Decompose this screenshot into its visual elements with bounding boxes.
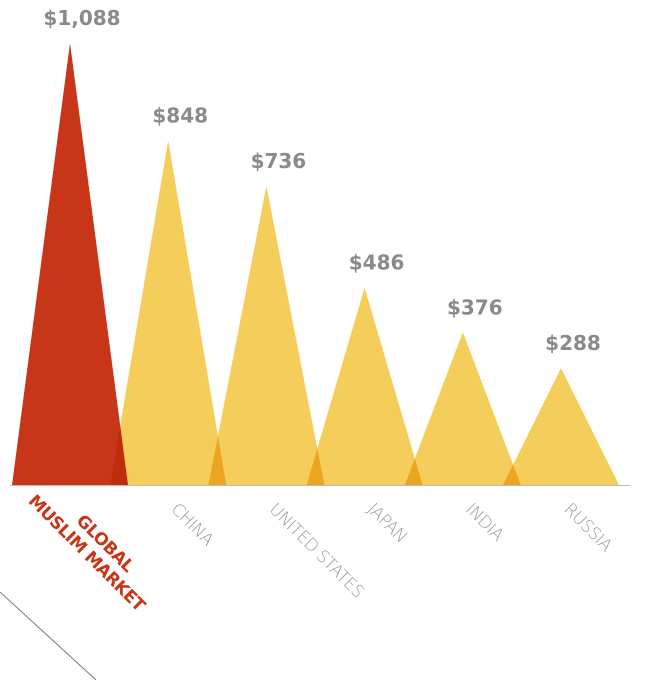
category-label: GLOBALMUSLIM MARKET xyxy=(24,477,163,616)
value-label: $736 xyxy=(251,149,307,173)
value-label: $486 xyxy=(349,251,405,275)
peak xyxy=(503,368,619,485)
category-label: CHINA xyxy=(167,499,218,550)
value-label: $288 xyxy=(545,331,601,355)
category-label: JAPAN xyxy=(363,499,411,547)
category-label: UNITED STATES xyxy=(265,499,368,602)
value-label: $376 xyxy=(447,295,503,319)
decoration-line xyxy=(0,591,97,680)
peak xyxy=(110,140,227,485)
category-label: INDIA xyxy=(461,499,508,546)
category-label: RUSSIA xyxy=(559,499,616,556)
peak xyxy=(12,43,128,485)
value-label: $848 xyxy=(152,104,208,128)
peak xyxy=(306,287,423,485)
value-label: $1,088 xyxy=(43,6,120,30)
peak xyxy=(404,332,521,485)
peak xyxy=(208,186,325,485)
